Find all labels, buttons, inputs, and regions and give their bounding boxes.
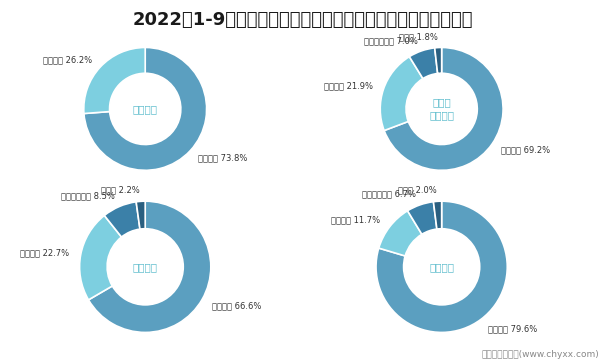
Wedge shape <box>136 201 145 229</box>
Wedge shape <box>384 48 503 170</box>
Text: 其他用房 22.7%: 其他用房 22.7% <box>20 248 69 257</box>
Text: 商品住宅 69.2%: 商品住宅 69.2% <box>502 146 551 155</box>
Wedge shape <box>408 202 437 234</box>
Text: 其他用房 11.7%: 其他用房 11.7% <box>331 215 381 224</box>
Wedge shape <box>410 48 437 79</box>
Text: 投资金额: 投资金额 <box>132 104 158 114</box>
Text: 商品住宅 79.6%: 商品住宅 79.6% <box>488 325 537 333</box>
Wedge shape <box>83 48 145 114</box>
Wedge shape <box>380 57 423 131</box>
Text: 商业营业用房 6.7%: 商业营业用房 6.7% <box>362 189 416 198</box>
Text: 2022年1-9月四川省商品住宅投资、施工、竣工、销售分类占比: 2022年1-9月四川省商品住宅投资、施工、竣工、销售分类占比 <box>132 11 473 29</box>
Wedge shape <box>433 201 442 229</box>
Wedge shape <box>376 201 507 333</box>
Text: 商业营业用房 8.5%: 商业营业用房 8.5% <box>60 191 115 200</box>
Wedge shape <box>435 48 442 73</box>
Text: 商业营业用房 7.0%: 商业营业用房 7.0% <box>364 36 418 45</box>
Wedge shape <box>80 216 122 300</box>
Text: 竣工面积: 竣工面积 <box>132 262 158 272</box>
Wedge shape <box>88 201 211 333</box>
Text: 制图：智研咨询(www.chyxx.com): 制图：智研咨询(www.chyxx.com) <box>481 350 599 359</box>
Text: 其他用房 21.9%: 其他用房 21.9% <box>324 81 373 90</box>
Text: 办公楼 2.2%: 办公楼 2.2% <box>101 185 140 194</box>
Wedge shape <box>379 211 422 256</box>
Text: 其他用房 26.2%: 其他用房 26.2% <box>43 55 92 64</box>
Wedge shape <box>84 48 207 170</box>
Text: 销售面积: 销售面积 <box>429 262 454 272</box>
Text: 办公楼 1.8%: 办公楼 1.8% <box>399 32 437 41</box>
Text: 办公楼 2.0%: 办公楼 2.0% <box>398 185 437 194</box>
Text: 商品住宅 73.8%: 商品住宅 73.8% <box>198 154 247 163</box>
Wedge shape <box>104 202 140 237</box>
Text: 商品住宅 66.6%: 商品住宅 66.6% <box>212 301 262 310</box>
Text: 新开工
施工面积: 新开工 施工面积 <box>429 97 454 121</box>
